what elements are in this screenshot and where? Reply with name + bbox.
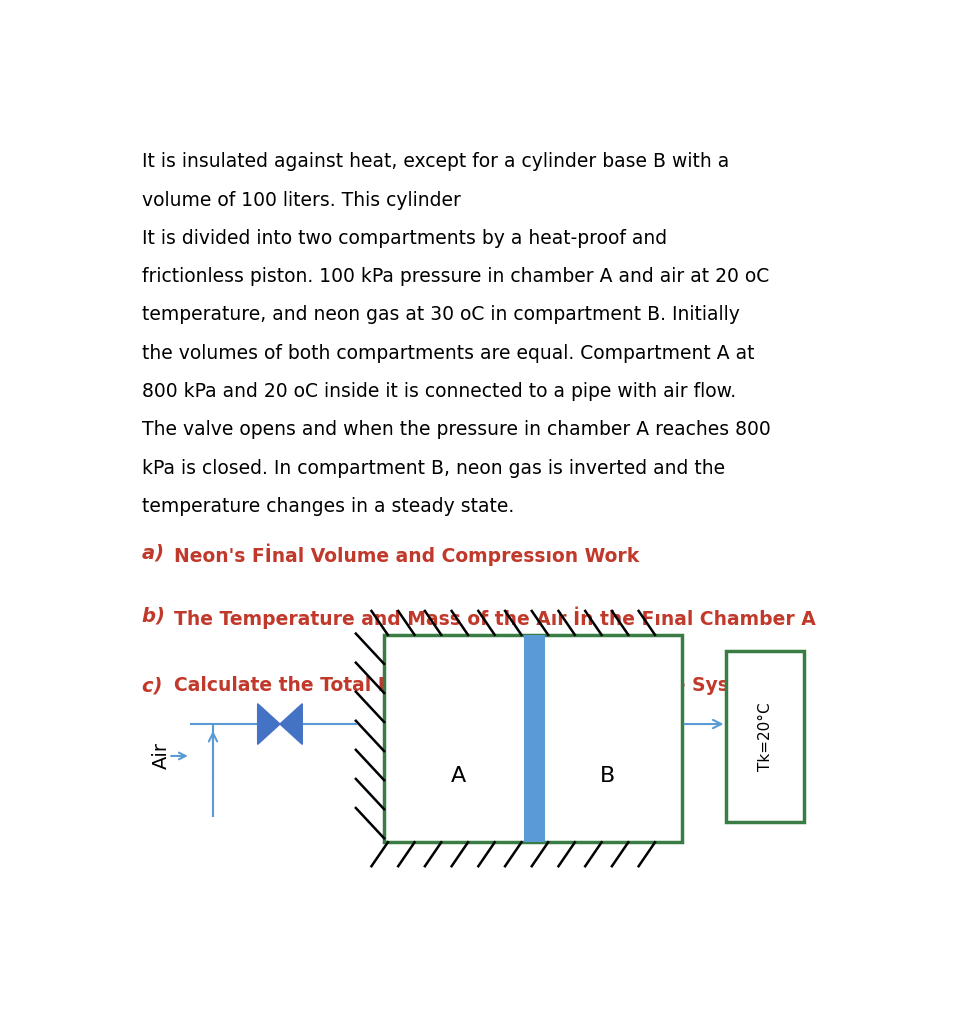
Bar [524,635,545,842]
Polygon shape [280,703,302,745]
Polygon shape [257,703,280,745]
Text: The valve opens and when the pressure in chamber A reaches 800: The valve opens and when the pressure in… [142,421,771,439]
Text: temperature changes in a steady state.: temperature changes in a steady state. [142,497,515,516]
Text: A: A [451,766,467,786]
Text: Calculate the Total Entropy Change of the Entıre System.: Calculate the Total Entropy Change of th… [174,677,777,695]
Text: kPa is closed. In compartment B, neon gas is inverted and the: kPa is closed. In compartment B, neon ga… [142,459,726,478]
Text: volume of 100 liters. This cylinder: volume of 100 liters. This cylinder [142,191,461,209]
Text: It is insulated against heat, except for a cylinder base B with a: It is insulated against heat, except for… [142,152,730,171]
Text: 800 kPa and 20 oC inside it is connected to a pipe with air flow.: 800 kPa and 20 oC inside it is connected… [142,382,736,401]
Bar [384,635,682,842]
Text: temperature, and neon gas at 30 oC in compartment B. Initially: temperature, and neon gas at 30 oC in co… [142,306,740,324]
Text: Air: Air [152,743,171,770]
Text: c): c) [142,677,170,695]
Text: The Temperature and Mass of the Aır İn the Fınal Chamber A: The Temperature and Mass of the Aır İn t… [174,607,815,630]
Text: Tk=20°C: Tk=20°C [758,702,773,771]
Text: b): b) [142,607,172,626]
Text: It is divided into two compartments by a heat-proof and: It is divided into two compartments by a… [142,229,667,248]
Text: the volumes of both compartments are equal. Compartment A at: the volumes of both compartments are equ… [142,344,755,363]
Text: B: B [600,766,615,786]
Bar [727,651,804,823]
Text: a): a) [142,543,171,563]
Text: frictionless piston. 100 kPa pressure in chamber A and air at 20 oC: frictionless piston. 100 kPa pressure in… [142,267,770,286]
Text: Neon's Fİnal Volume and Compressıon Work: Neon's Fİnal Volume and Compressıon Work [174,543,638,566]
